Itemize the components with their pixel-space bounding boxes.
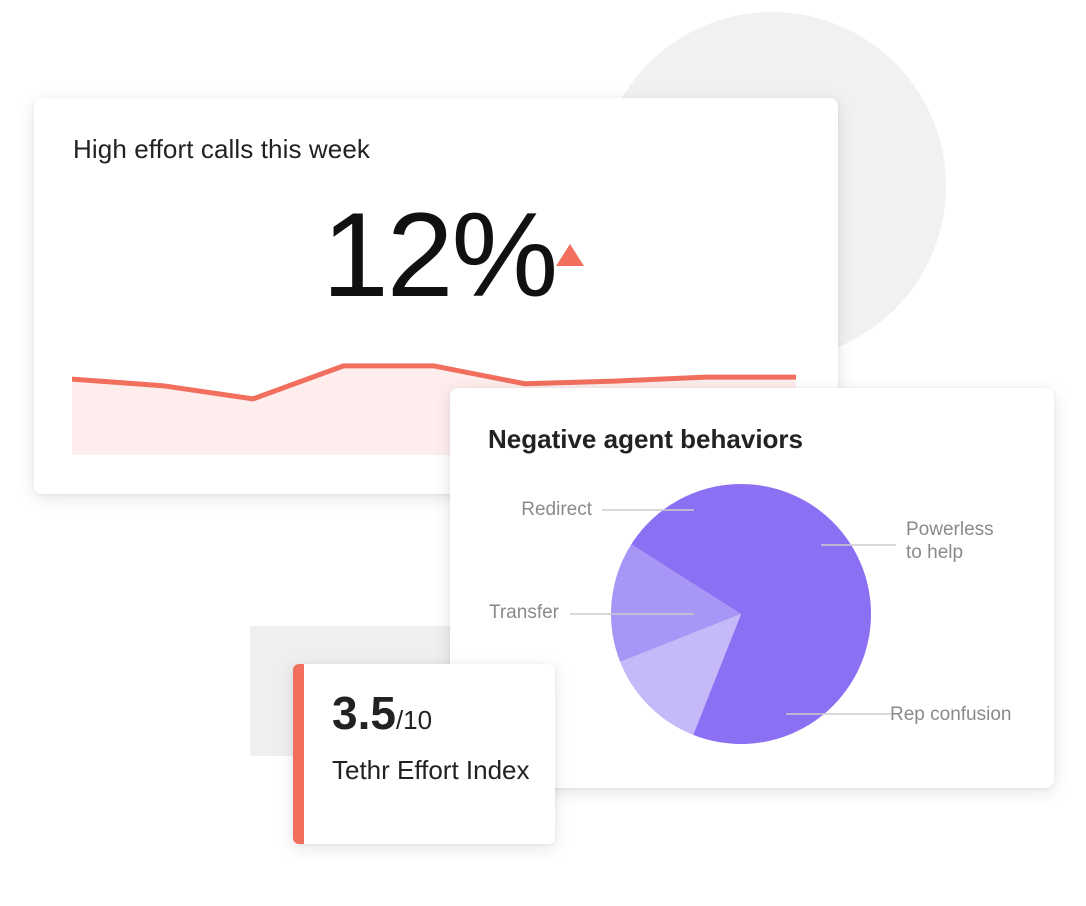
index-max: /10: [395, 705, 433, 735]
index-score: 3.5/10: [332, 686, 432, 740]
card-title: High effort calls this week: [73, 134, 371, 164]
index-value: 3.5: [332, 687, 396, 739]
series-line: [72, 363, 796, 402]
pie-slice-rep-confusion: [693, 484, 871, 744]
accent-bar: [293, 664, 304, 844]
pie-slice-transfer: [620, 614, 741, 735]
pie-label-rep-confusion: Rep confusion: [890, 704, 1011, 725]
pie-label-transfer: Transfer: [489, 602, 560, 623]
card-title: Negative agent behaviors: [488, 424, 803, 454]
index-label: Tethr Effort Index: [332, 755, 530, 785]
effort-index-card: 3.5/10 Tethr Effort Index: [293, 664, 555, 844]
triangle-up-icon: [556, 244, 584, 266]
pie-slice-powerless-to-help: [631, 484, 741, 614]
pie-label-powerless-to-help: Powerless to help: [906, 519, 994, 563]
high-effort-percentage: 12%: [322, 188, 558, 322]
behaviors-pie-chart: Rep confusion Transfer Redirect Powerless to…: [489, 484, 1011, 744]
negative-agent-behaviors-card: Negative agent behaviors Rep confusion Tr…: [450, 388, 1054, 788]
pie-label-redirect: Redirect: [521, 499, 592, 520]
pie-slice-redirect: [611, 544, 741, 662]
